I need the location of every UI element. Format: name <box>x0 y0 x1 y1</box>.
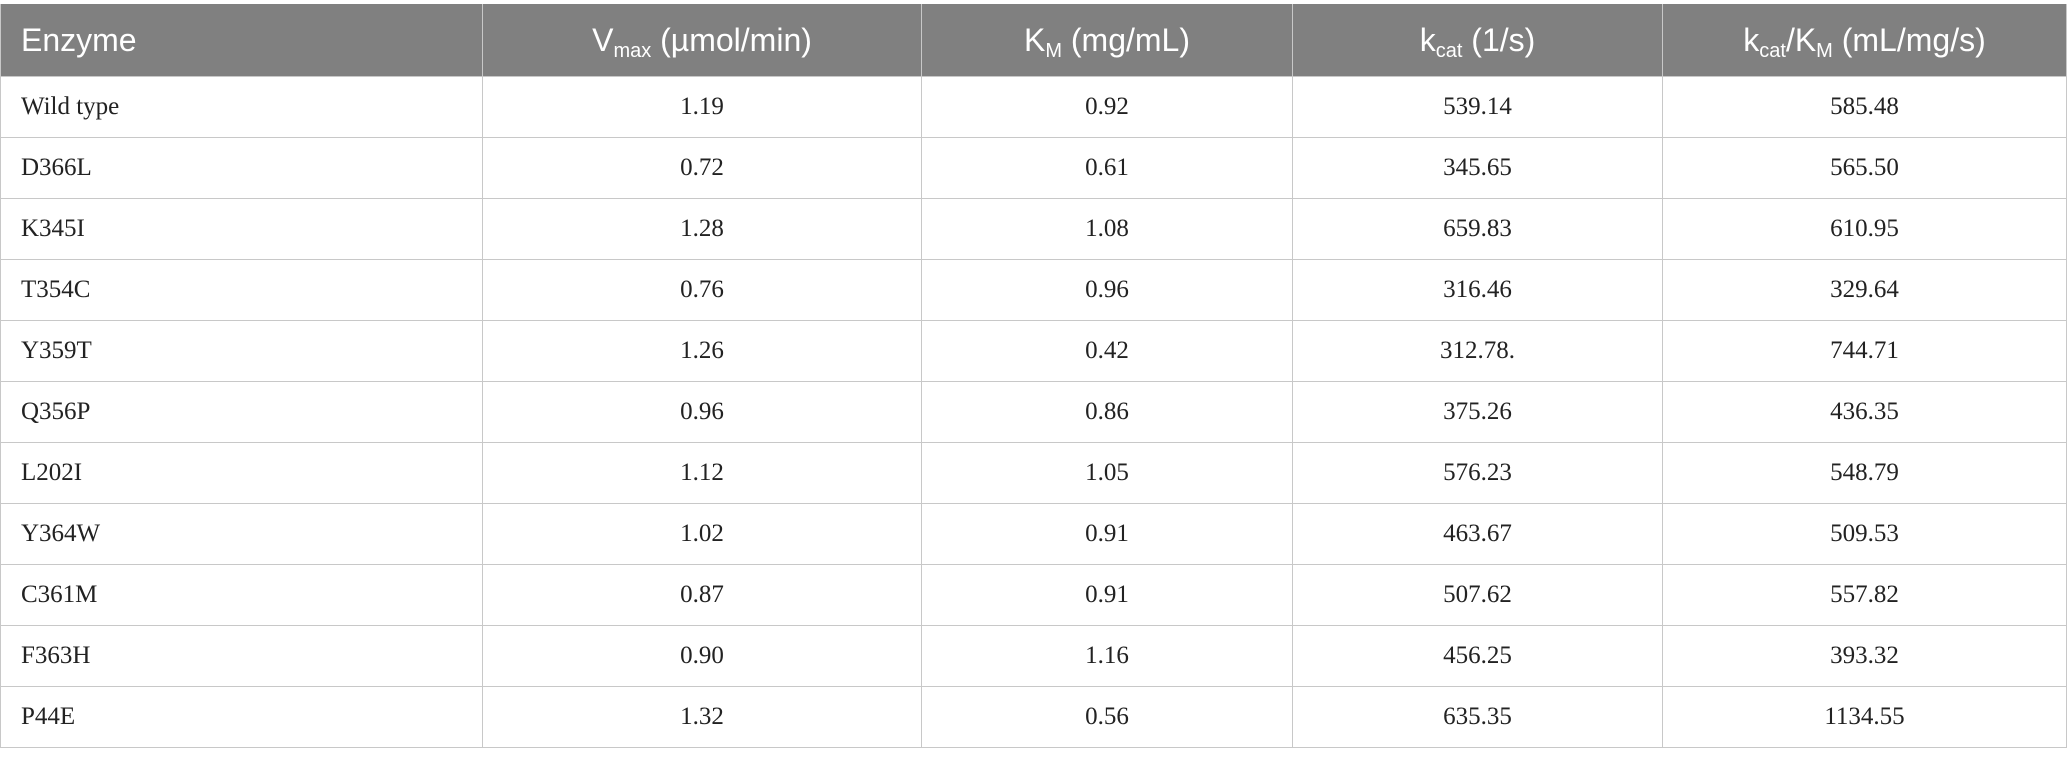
enzyme-name: Y364W <box>0 503 483 565</box>
table-cell: 0.87 <box>482 564 922 626</box>
table-row: Y359T 1.26 0.42 312.78. 744.71 <box>0 320 2067 382</box>
table-cell: 1.16 <box>921 625 1293 687</box>
table-cell: 0.91 <box>921 503 1293 565</box>
header-row: Enzyme Vmax (µmol/min) KM (mg/mL) kcat (1/s… <box>0 4 2067 77</box>
enzyme-name: Wild type <box>0 76 483 138</box>
table-cell: 1.26 <box>482 320 922 382</box>
table-cell: 0.96 <box>921 259 1293 321</box>
data-table: Enzyme Vmax (µmol/min) KM (mg/mL) kcat (1/s… <box>0 4 2067 748</box>
enzyme-name: L202I <box>0 442 483 504</box>
table-row: L202I 1.12 1.05 576.23 548.79 <box>0 442 2067 504</box>
table-cell: 463.67 <box>1292 503 1663 565</box>
enzyme-name: C361M <box>0 564 483 626</box>
table-cell: 1.19 <box>482 76 922 138</box>
table-cell: 744.71 <box>1662 320 2067 382</box>
header-cell: kcat/KM (mL/mg/s) <box>1662 4 2067 77</box>
table-cell: 0.72 <box>482 137 922 199</box>
table-cell: 1.28 <box>482 198 922 260</box>
header-subscript: max <box>613 39 652 62</box>
table-cell: 507.62 <box>1292 564 1663 626</box>
header-subscript: cat <box>1435 39 1463 62</box>
table-cell: 436.35 <box>1662 381 2067 443</box>
header-text: (µmol/min) <box>651 21 812 58</box>
enzyme-name: D366L <box>0 137 483 199</box>
table-cell: 610.95 <box>1662 198 2067 260</box>
table-cell: 576.23 <box>1292 442 1663 504</box>
table-cell: 548.79 <box>1662 442 2067 504</box>
table-cell: 509.53 <box>1662 503 2067 565</box>
table-cell: 1.12 <box>482 442 922 504</box>
table-cell: 329.64 <box>1662 259 2067 321</box>
header-subscript: M <box>1045 39 1062 62</box>
header-text: k <box>1419 21 1436 58</box>
header-subscript: M <box>1816 39 1833 62</box>
table-row: P44E 1.32 0.56 635.35 1134.55 <box>0 686 2067 748</box>
header-text: k <box>1743 21 1760 58</box>
table-row: F363H 0.90 1.16 456.25 393.32 <box>0 625 2067 687</box>
table-cell: 312.78. <box>1292 320 1663 382</box>
enzyme-name: Q356P <box>0 381 483 443</box>
table-cell: 635.35 <box>1292 686 1663 748</box>
table-cell: 0.92 <box>921 76 1293 138</box>
table-cell: 565.50 <box>1662 137 2067 199</box>
table-cell: 585.48 <box>1662 76 2067 138</box>
header-cell: Vmax (µmol/min) <box>482 4 922 77</box>
table-cell: 0.42 <box>921 320 1293 382</box>
table-row: T354C 0.76 0.96 316.46 329.64 <box>0 259 2067 321</box>
table-cell: 539.14 <box>1292 76 1663 138</box>
table-cell: 0.86 <box>921 381 1293 443</box>
table-body: Wild type 1.19 0.92 539.14 585.48 D366L 0.72 0.… <box>0 76 2067 748</box>
header-text: /K <box>1785 21 1817 58</box>
table-cell: 659.83 <box>1292 198 1663 260</box>
table-cell: 0.90 <box>482 625 922 687</box>
table-cell: 1134.55 <box>1662 686 2067 748</box>
enzyme-name: K345I <box>0 198 483 260</box>
table-cell: 1.08 <box>921 198 1293 260</box>
table-cell: 1.02 <box>482 503 922 565</box>
header-text: (1/s) <box>1462 21 1536 58</box>
table-cell: 0.76 <box>482 259 922 321</box>
table-cell: 1.32 <box>482 686 922 748</box>
enzyme-name: T354C <box>0 259 483 321</box>
table-row: D366L 0.72 0.61 345.65 565.50 <box>0 137 2067 199</box>
table-cell: 393.32 <box>1662 625 2067 687</box>
table-row: Q356P 0.96 0.86 375.26 436.35 <box>0 381 2067 443</box>
table-cell: 0.56 <box>921 686 1293 748</box>
header-cell: Enzyme <box>0 4 483 77</box>
table-cell: 557.82 <box>1662 564 2067 626</box>
enzyme-name: Y359T <box>0 320 483 382</box>
table-row: Wild type 1.19 0.92 539.14 585.48 <box>0 76 2067 138</box>
table-container: Enzyme Vmax (µmol/min) KM (mg/mL) kcat (1/s… <box>0 4 2067 748</box>
header-text: V <box>592 21 614 58</box>
header-text: K <box>1023 21 1046 58</box>
header-subscript: cat <box>1759 39 1786 62</box>
table-cell: 1.05 <box>921 442 1293 504</box>
table-cell: 0.61 <box>921 137 1293 199</box>
header-cell: kcat (1/s) <box>1292 4 1663 77</box>
table-cell: 0.96 <box>482 381 922 443</box>
table-cell: 345.65 <box>1292 137 1663 199</box>
enzyme-name: F363H <box>0 625 483 687</box>
table-cell: 0.91 <box>921 564 1293 626</box>
table-cell: 316.46 <box>1292 259 1663 321</box>
header-text: (mL/mg/s) <box>1832 21 1986 58</box>
header-text: Enzyme <box>21 21 137 58</box>
table-row: C361M 0.87 0.91 507.62 557.82 <box>0 564 2067 626</box>
header-cell: KM (mg/mL) <box>921 4 1293 77</box>
enzyme-name: P44E <box>0 686 483 748</box>
table-cell: 456.25 <box>1292 625 1663 687</box>
table-row: Y364W 1.02 0.91 463.67 509.53 <box>0 503 2067 565</box>
table-row: K345I 1.28 1.08 659.83 610.95 <box>0 198 2067 260</box>
table-cell: 375.26 <box>1292 381 1663 443</box>
header-text: (mg/mL) <box>1062 21 1190 58</box>
